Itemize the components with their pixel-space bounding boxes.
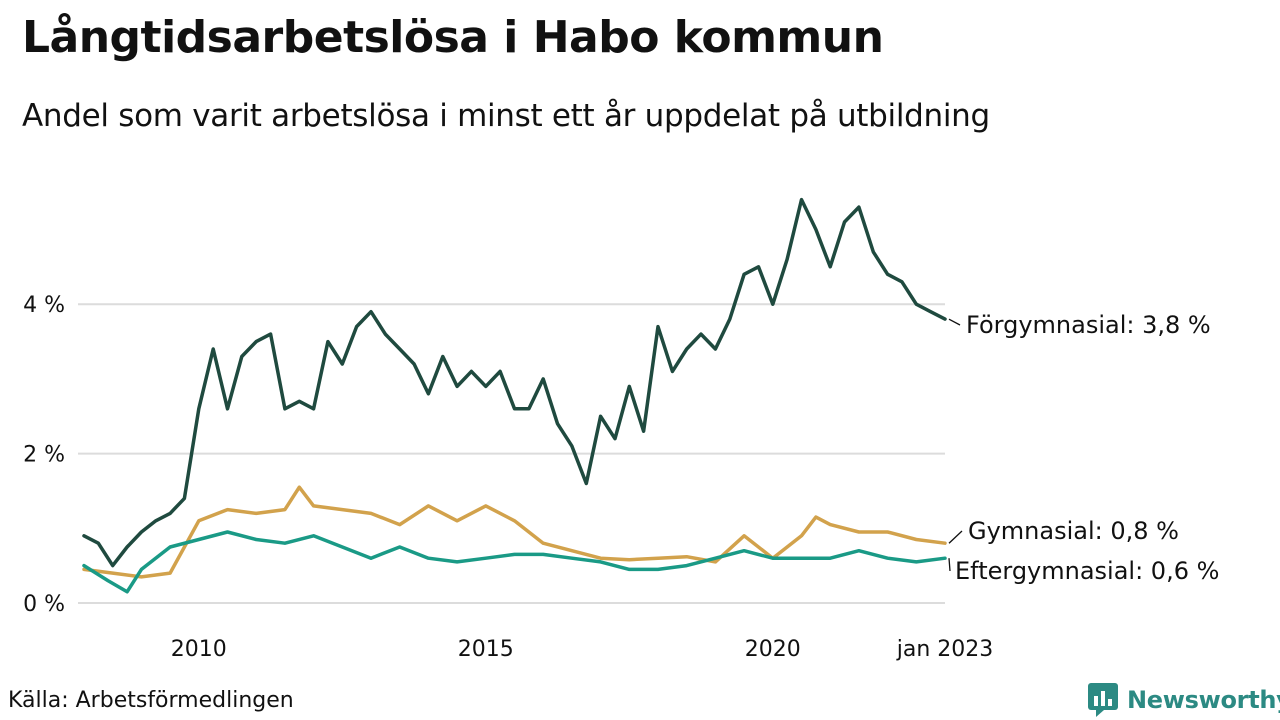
series-end-label: Gymnasial: 0,8 %: [968, 517, 1179, 545]
chart-title: Långtidsarbetslösa i Habo kommun: [22, 12, 884, 63]
series-line-förgymnasial: [82, 197, 947, 568]
x-tick-label: 2015: [458, 637, 514, 662]
x-tick-label: jan 2023: [896, 637, 994, 662]
brand-name: Newsworthy: [1127, 686, 1280, 714]
label-leader-line: [948, 318, 961, 326]
series-line-gymnasial: [82, 485, 947, 579]
label-leader-line: [948, 530, 963, 544]
series-end-label: Eftergymnasial: 0,6 %: [955, 557, 1219, 585]
series-line-eftergymnasial: [82, 530, 947, 594]
label-leader-line: [948, 558, 951, 572]
x-tick-label: 2010: [171, 637, 227, 662]
series-end-label: Förgymnasial: 3,8 %: [966, 311, 1211, 339]
series-lines: [82, 197, 947, 594]
y-tick-label: 2 %: [23, 443, 65, 468]
x-tick-label: 2020: [745, 637, 801, 662]
newsworthy-logo-icon: [1088, 683, 1118, 717]
source-note: Källa: Arbetsförmedlingen: [8, 688, 294, 713]
y-tick-label: 0 %: [23, 592, 65, 617]
brand-logo[interactable]: Newsworthy: [1088, 683, 1280, 717]
series-end-labels: Förgymnasial: 3,8 % Gymnasial: 0,8 % Efter…: [948, 311, 1219, 585]
y-axis-ticks: 0 % 2 % 4 %: [23, 293, 65, 617]
line-chart: 0 % 2 % 4 % 2010 2015 2020 jan 2023 Förgymnas…: [23, 197, 1219, 662]
x-axis-ticks: 2010 2015 2020 jan 2023: [171, 637, 993, 662]
y-tick-label: 4 %: [23, 293, 65, 318]
chart-subtitle: Andel som varit arbetslösa i minst ett å…: [22, 98, 990, 134]
gridlines: [78, 303, 945, 604]
